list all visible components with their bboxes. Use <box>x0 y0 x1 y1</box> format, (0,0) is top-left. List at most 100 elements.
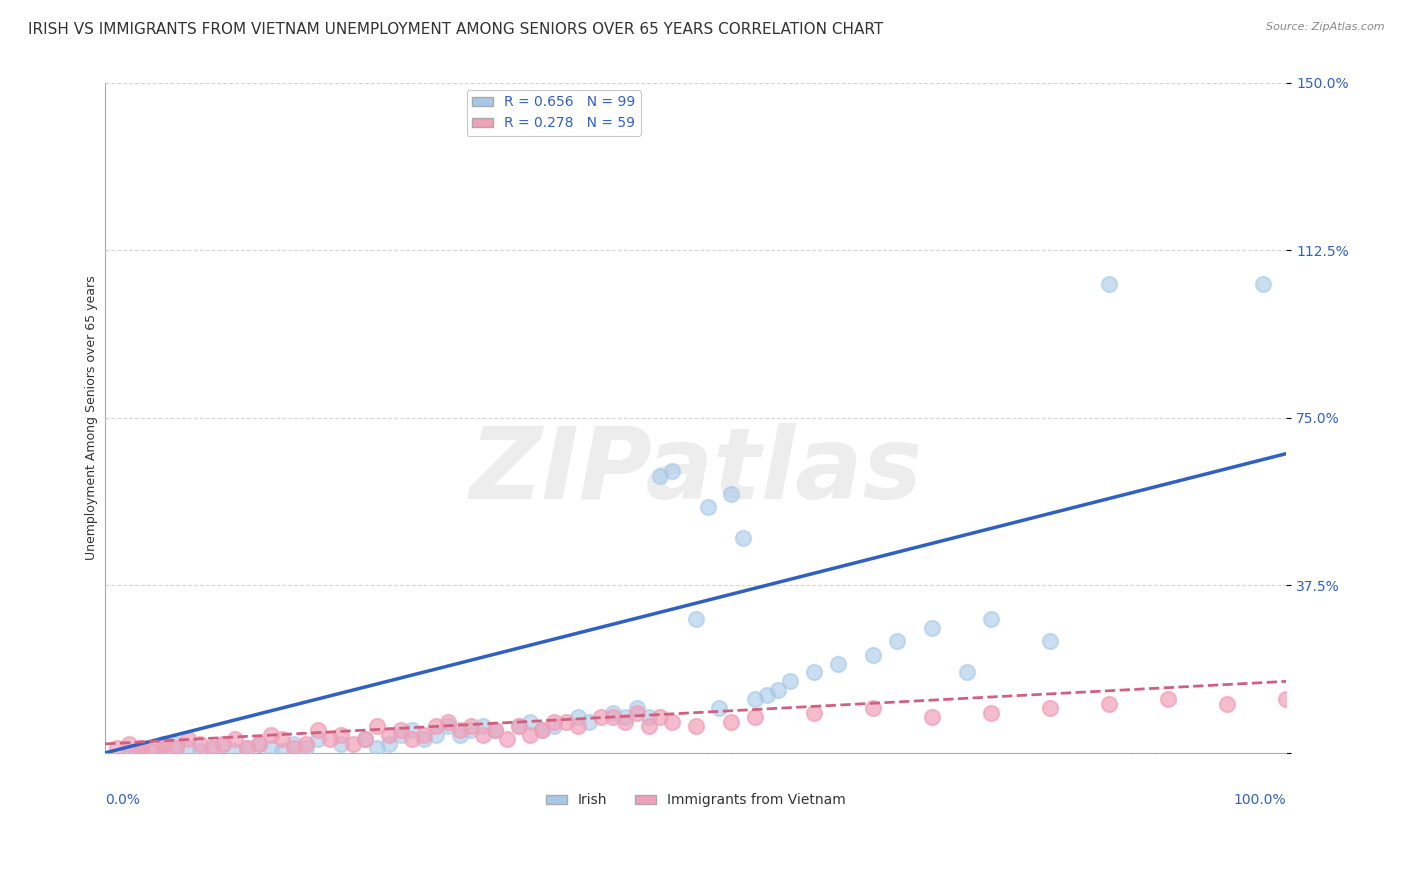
Point <box>165 737 187 751</box>
Point <box>449 723 471 738</box>
Point <box>259 728 281 742</box>
Point <box>980 612 1002 626</box>
Point <box>318 732 340 747</box>
Point <box>460 723 482 738</box>
Point <box>1251 277 1274 291</box>
Point <box>744 692 766 706</box>
Point <box>259 741 281 756</box>
Point <box>141 743 163 757</box>
Point <box>295 737 318 751</box>
Point <box>342 737 364 751</box>
Point <box>188 743 211 757</box>
Point <box>472 719 495 733</box>
Point <box>401 723 423 738</box>
Point <box>436 714 458 729</box>
Point <box>460 719 482 733</box>
Point <box>779 674 801 689</box>
Point <box>709 701 731 715</box>
Point <box>602 706 624 720</box>
Point <box>472 728 495 742</box>
Point <box>650 710 672 724</box>
Point <box>425 719 447 733</box>
Point <box>200 741 222 756</box>
Point <box>685 612 707 626</box>
Point <box>650 469 672 483</box>
Point <box>980 706 1002 720</box>
Point <box>1275 692 1298 706</box>
Point <box>236 741 259 756</box>
Point <box>330 737 353 751</box>
Point <box>626 706 648 720</box>
Text: Source: ZipAtlas.com: Source: ZipAtlas.com <box>1267 22 1385 32</box>
Point <box>862 648 884 662</box>
Point <box>696 500 718 515</box>
Point <box>188 737 211 751</box>
Text: ZIPatlas: ZIPatlas <box>470 423 922 520</box>
Point <box>637 719 659 733</box>
Point <box>637 710 659 724</box>
Point <box>768 683 790 698</box>
Point <box>1098 697 1121 711</box>
Legend: Irish, Immigrants from Vietnam: Irish, Immigrants from Vietnam <box>540 788 851 813</box>
Point <box>212 737 235 751</box>
Text: 100.0%: 100.0% <box>1233 793 1286 807</box>
Point <box>224 743 246 757</box>
Point <box>755 688 778 702</box>
Point <box>413 732 436 747</box>
Point <box>519 728 541 742</box>
Point <box>105 741 128 756</box>
Point <box>449 728 471 742</box>
Point <box>129 741 152 756</box>
Point <box>591 710 613 724</box>
Point <box>200 741 222 756</box>
Point <box>1039 701 1062 715</box>
Point <box>578 714 600 729</box>
Point <box>271 732 294 747</box>
Point <box>1157 692 1180 706</box>
Point <box>354 732 377 747</box>
Point <box>177 741 200 756</box>
Point <box>519 714 541 729</box>
Point <box>531 723 554 738</box>
Point <box>153 741 176 756</box>
Point <box>803 665 825 680</box>
Point <box>484 723 506 738</box>
Point <box>177 732 200 747</box>
Point <box>567 719 589 733</box>
Point <box>389 723 412 738</box>
Point <box>295 741 318 756</box>
Point <box>377 728 399 742</box>
Point <box>543 714 565 729</box>
Point <box>212 737 235 751</box>
Point <box>803 706 825 720</box>
Point <box>613 714 636 729</box>
Point <box>165 741 187 756</box>
Point <box>744 710 766 724</box>
Point <box>720 714 742 729</box>
Point <box>567 710 589 724</box>
Point <box>118 737 141 751</box>
Point <box>141 743 163 757</box>
Point <box>236 741 259 756</box>
Point <box>271 743 294 757</box>
Point <box>247 737 270 751</box>
Point <box>921 621 943 635</box>
Point <box>886 634 908 648</box>
Point <box>626 701 648 715</box>
Point <box>731 532 754 546</box>
Point <box>153 737 176 751</box>
Text: 0.0%: 0.0% <box>105 793 141 807</box>
Point <box>602 710 624 724</box>
Point <box>508 719 530 733</box>
Point <box>508 719 530 733</box>
Text: IRISH VS IMMIGRANTS FROM VIETNAM UNEMPLOYMENT AMONG SENIORS OVER 65 YEARS CORREL: IRISH VS IMMIGRANTS FROM VIETNAM UNEMPLO… <box>28 22 883 37</box>
Point <box>720 487 742 501</box>
Point <box>827 657 849 671</box>
Point <box>531 723 554 738</box>
Point <box>247 737 270 751</box>
Y-axis label: Unemployment Among Seniors over 65 years: Unemployment Among Seniors over 65 years <box>86 276 98 560</box>
Point <box>1216 697 1239 711</box>
Point <box>413 728 436 742</box>
Point <box>224 732 246 747</box>
Point <box>613 710 636 724</box>
